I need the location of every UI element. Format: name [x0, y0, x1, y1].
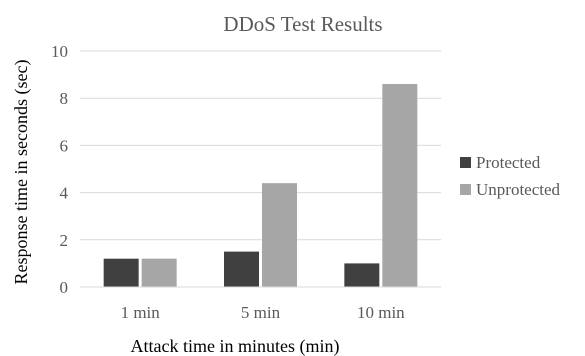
x-tick-label: 1 min [121, 303, 161, 322]
legend-label-protected: Protected [476, 153, 541, 172]
legend-label-unprotected: Unprotected [476, 180, 561, 199]
legend-swatch-protected [460, 157, 471, 168]
bar-unprotected-0 [141, 258, 177, 287]
y-tick-label: 2 [60, 231, 69, 250]
x-axis-label: Attack time in minutes (min) [131, 336, 340, 356]
gridlines [80, 50, 441, 241]
legend-swatch-unprotected [460, 184, 471, 195]
bar-protected-1 [224, 251, 259, 287]
y-axis-label: Response time in seconds (sec) [11, 60, 32, 285]
x-tick-labels: 1 min 5 min 10 min [121, 303, 406, 322]
y-tick-label: 10 [51, 42, 68, 61]
x-tick-label: 5 min [241, 303, 281, 322]
y-tick-label: 0 [60, 278, 69, 297]
bar-protected-2 [344, 263, 380, 287]
legend: Protected Unprotected [460, 153, 561, 199]
bar-unprotected-2 [382, 84, 418, 287]
y-tick-label: 8 [60, 89, 69, 108]
bars [103, 84, 418, 287]
bar-unprotected-1 [262, 183, 297, 287]
x-tick-label: 10 min [357, 303, 405, 322]
bar-protected-0 [103, 258, 139, 287]
y-tick-label: 6 [60, 136, 69, 155]
chart-title: DDoS Test Results [223, 12, 382, 36]
y-tick-labels: 0 2 4 6 8 10 [51, 42, 69, 297]
y-tick-label: 4 [60, 184, 69, 203]
